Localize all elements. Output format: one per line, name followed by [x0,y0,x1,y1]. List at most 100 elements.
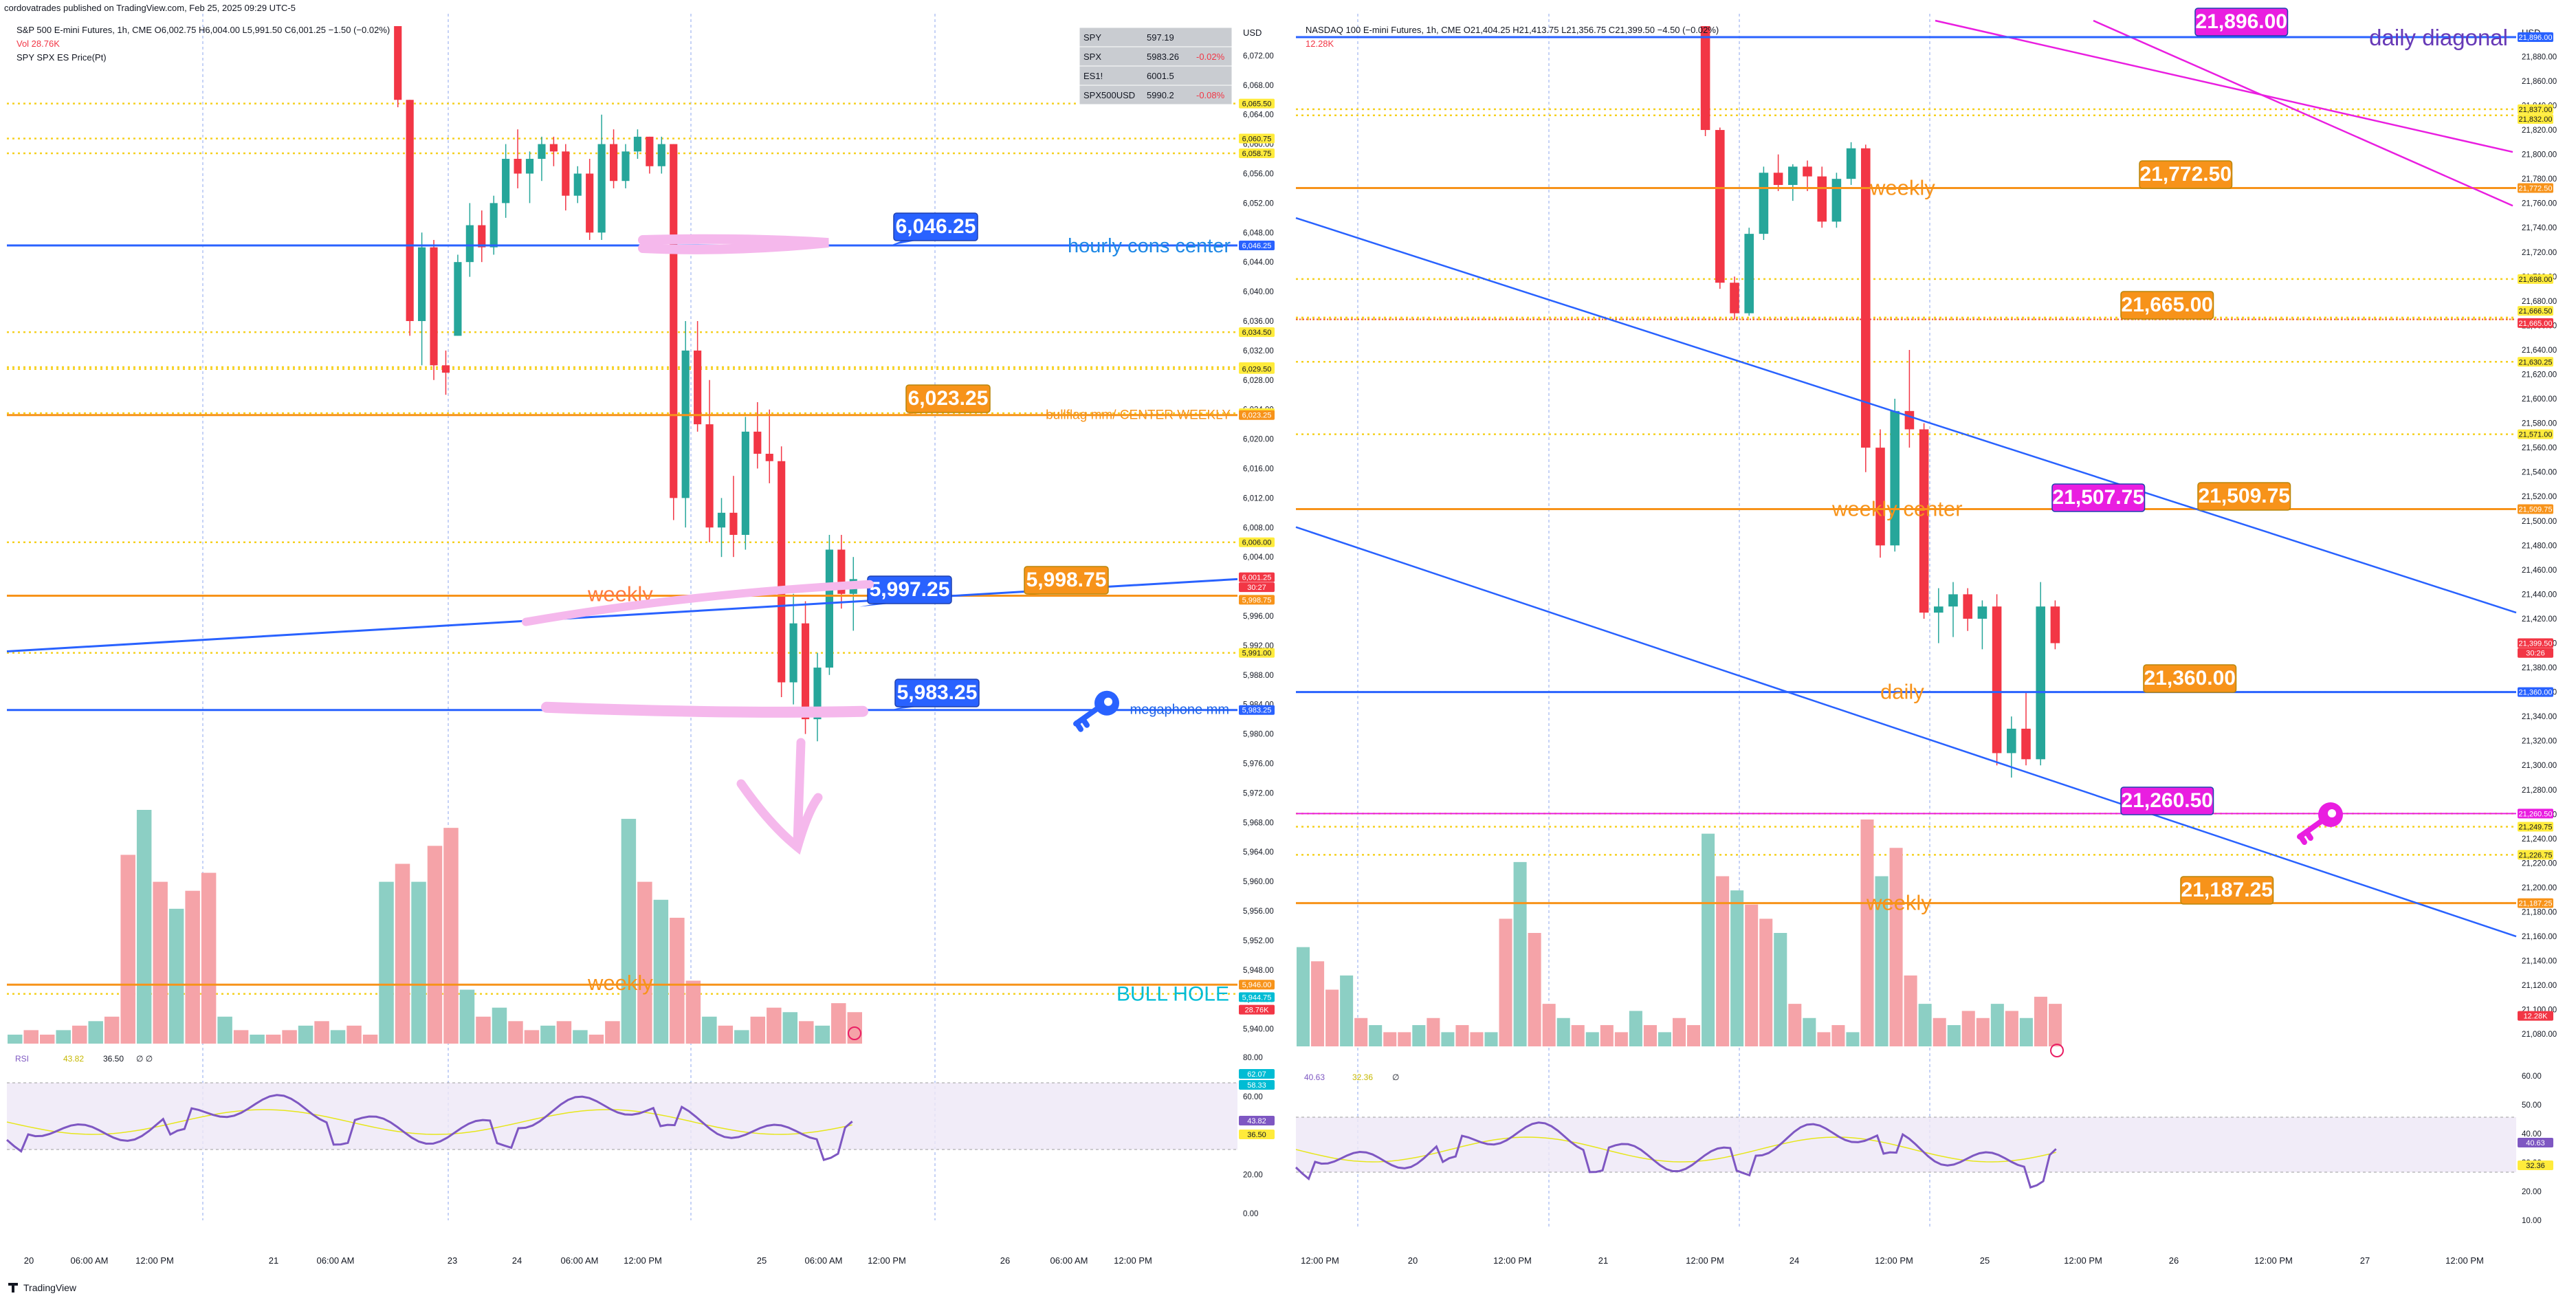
label-weekly-center: weekly center [1831,496,1963,520]
watchlist-value: 6001.5 [1147,71,1174,81]
rsi-tag-1-bg [2518,1160,2553,1170]
price-tick-6: 21,760.00 [2522,200,2557,208]
daily-diagonal-line [1935,19,2513,153]
price-tick-30: 5,952.00 [1243,937,1274,945]
watchlist-row [1079,27,1233,47]
key-icon [1073,690,1119,732]
watchlist-widget: SPY 597.19 SPX 5983.26 -0.02% ES1! 6001.5 SPX50… [1079,27,1233,105]
axis-tag-8-text: 21,571.00 [2519,431,2553,439]
callout-daily-box [2143,664,2237,693]
price-tick-22: 21,440.00 [2522,591,2557,599]
price-tick-27: 21,340.00 [2522,713,2557,721]
candle-body [406,100,414,321]
watchlist-row [1079,46,1233,67]
candle-body [2050,606,2060,644]
volume-bar [831,1003,846,1044]
callout-trend-box [2051,483,2146,512]
rsi-ma-line [6,1109,852,1135]
candle-body [1934,606,1944,613]
volume-bar [168,908,184,1044]
price-axis: USD21,880.0021,860.0021,840.0021,820.002… [2522,28,2557,1039]
rsi-tick-1: 60.00 [1243,1093,1263,1101]
candle-body [489,203,498,248]
time-tick-12: 26 [1000,1255,1010,1266]
volume-bar [411,881,426,1044]
candle-body [1977,606,1988,619]
label-megaphone: megaphone mm [1130,703,1229,718]
time-tick-10: 06:00 AM [805,1255,843,1266]
axis-tag-16-text: 5,944.75 [1242,993,1272,1002]
volume-bar [153,881,168,1044]
candle-body [1831,179,1842,222]
rsi-tag-1-text: 58.33 [1247,1081,1266,1090]
volume-bar [1297,947,1310,1046]
time-tick-9: 25 [757,1255,767,1266]
candle-body [465,225,474,263]
time-tick-2: 12:00 PM [1493,1255,1532,1266]
volume-bar [573,1030,588,1044]
candle-body [670,144,678,498]
candle-body [1803,166,1812,177]
candle-body [778,461,786,683]
volume-bar [88,1021,103,1044]
volume-bar [702,1016,717,1044]
axis-tag-9-bg [1239,537,1275,547]
highlight-stroke [522,580,874,626]
volume-bar [1369,1025,1383,1046]
candle-body [454,262,462,336]
axis-tag-15-bg [2518,850,2553,860]
time-tick-1: 06:00 AM [71,1255,109,1266]
rsi-ma-line [1295,1136,2056,1163]
axis-tag-16-bg [1239,992,1275,1002]
page-header: cordovatrades published on TradingView.c… [4,3,296,13]
volume-bar [1875,876,1889,1046]
legend-line2: Vol 28.76K [16,38,60,49]
axis-tag-2-bg [2518,114,2553,124]
volume-bar [1383,1032,1397,1046]
candle-body [621,151,630,182]
rsi-tag-0-text: 40.63 [2526,1139,2545,1147]
candle-body [1700,26,1710,131]
axis-tag-4-text: 21,698.00 [2519,276,2553,284]
volume-bar [621,819,637,1044]
candle-body [1715,130,1725,283]
candle-body [586,173,594,233]
price-tick-24: 5,976.00 [1243,760,1274,768]
volume-bar [1571,1025,1585,1046]
axis-tag-4-bg [2518,274,2553,284]
volume-bar [1542,1004,1556,1046]
volume-bar [1831,1025,1845,1046]
candle-body [837,549,846,594]
volume-bar [8,1034,23,1044]
callout-red-level-pointer [2114,319,2143,320]
volume-bar [767,1007,782,1044]
callout-weekly-low-text: 21,187.25 [2181,879,2273,901]
callout-hourly-cons-box [893,212,978,241]
diagonal-trendline [1295,526,2517,938]
volume-bar [1889,848,1903,1046]
axis-tag-9-text: 6,006.00 [1242,539,1272,547]
price-tick-29: 21,300.00 [2522,762,2557,770]
candle-body [717,512,726,528]
candle-body [1919,429,1929,613]
price-tick-16: 6,008.00 [1243,524,1274,532]
callout-hourly-cons-text: 6,046.25 [896,215,976,238]
callout-diagonal-text: 21,896.00 [2196,10,2287,33]
volume-bar [314,1021,329,1044]
label-bull-hole: BULL HOLE [1116,983,1229,1006]
axis-tag-15-text: 5,946.00 [1242,981,1272,989]
axis-tag-2-text: 6,058.75 [1242,150,1272,158]
rsi-legend-name: 40.63 [1304,1072,1325,1082]
volume-bar [1716,876,1730,1046]
volume-bar [1354,1018,1368,1046]
callout-key-text: 21,260.50 [2122,789,2213,812]
price-tick-36: 21,160.00 [2522,933,2557,941]
volume-bar [346,1025,362,1044]
price-tick-14: 6,016.00 [1243,465,1274,473]
label-daily: daily [1880,680,1924,704]
callout-red-level-text: 21,665.00 [2122,294,2213,316]
watchlist-value: 597.19 [1147,32,1174,43]
axis-tag-15-bg [1239,980,1275,990]
candle-body [573,173,582,196]
